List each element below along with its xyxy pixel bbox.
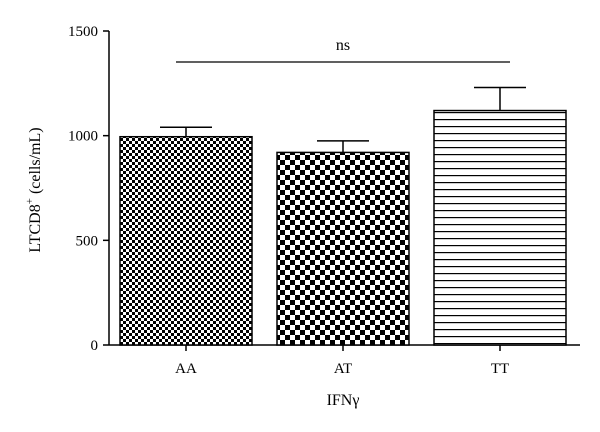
y-axis: 0 500 1000 1500 bbox=[68, 24, 110, 354]
y-axis-label-unit: (cells/mL) bbox=[27, 127, 44, 198]
y-axis-label-superscript: + bbox=[24, 198, 36, 204]
y-tick-label-3: 1500 bbox=[68, 24, 98, 40]
error-bars bbox=[160, 86, 526, 153]
x-tick-label-tt: TT bbox=[491, 361, 509, 377]
bar-aa bbox=[119, 135, 253, 346]
bar-tt bbox=[433, 109, 567, 346]
x-axis-label: IFNγ bbox=[327, 392, 360, 409]
y-axis-label-main: LTCD8 bbox=[27, 204, 44, 252]
x-axis: AA AT TT bbox=[109, 344, 580, 377]
y-tick-label-1: 500 bbox=[76, 233, 99, 249]
bar-at bbox=[276, 151, 410, 346]
bars bbox=[119, 109, 567, 346]
y-tick-label-2: 1000 bbox=[68, 129, 98, 145]
x-tick-label-at: AT bbox=[334, 361, 352, 377]
y-tick-label-0: 0 bbox=[91, 338, 99, 354]
y-axis-label: LTCD8+ (cells/mL) bbox=[24, 127, 44, 252]
x-tick-label-aa: AA bbox=[175, 361, 197, 377]
significance-label: ns bbox=[336, 37, 350, 54]
